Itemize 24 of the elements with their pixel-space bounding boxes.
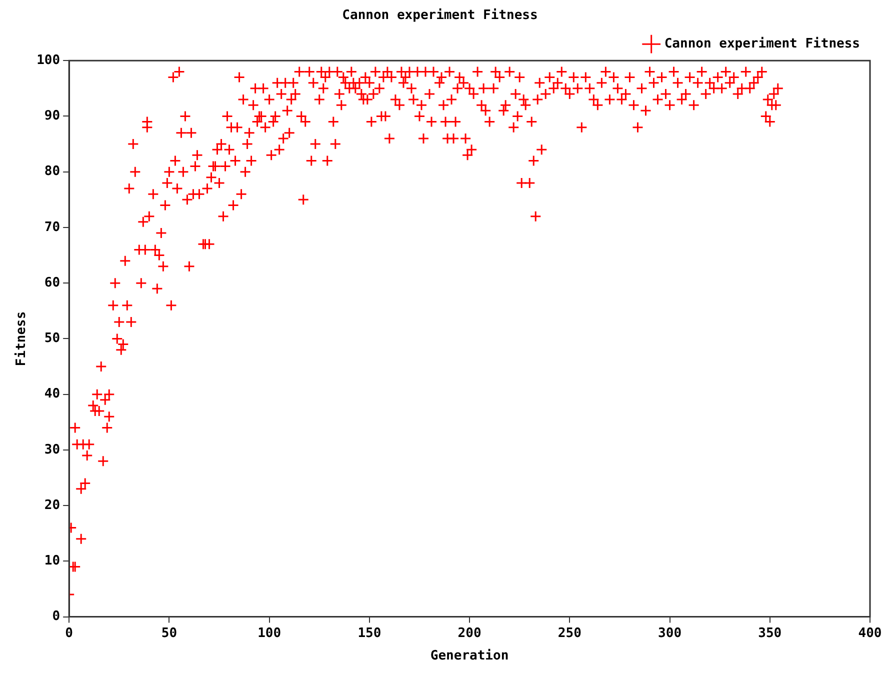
x-tick-label: 150: [358, 626, 382, 641]
chart-title: Cannon experiment Fitness: [342, 8, 538, 24]
y-tick-label: 30: [44, 442, 60, 458]
y-tick-label: 50: [44, 331, 60, 346]
x-axis-title: Generation: [430, 648, 509, 664]
y-tick-label: 80: [44, 164, 60, 180]
y-tick-label: 20: [44, 498, 60, 513]
x-tick-label: 250: [558, 626, 582, 641]
y-tick-label: 90: [44, 108, 60, 124]
y-tick-label: 60: [44, 275, 60, 290]
x-tick-label: 300: [658, 626, 682, 641]
legend-label: Cannon experiment Fitness: [664, 36, 860, 52]
y-tick-label: 0: [52, 609, 60, 624]
x-tick-label: 200: [458, 626, 482, 641]
x-tick-label: 350: [758, 626, 782, 641]
x-tick-label: 400: [858, 626, 882, 641]
y-tick-label: 40: [44, 386, 60, 402]
y-tick-label: 10: [44, 554, 60, 569]
y-tick-label: 100: [36, 52, 60, 68]
x-tick-label: 100: [258, 626, 282, 641]
x-tick-label: 50: [161, 626, 178, 641]
y-tick-label: 70: [44, 220, 60, 235]
x-tick-label: 0: [65, 626, 74, 641]
y-axis-title: Fitness: [14, 311, 30, 366]
